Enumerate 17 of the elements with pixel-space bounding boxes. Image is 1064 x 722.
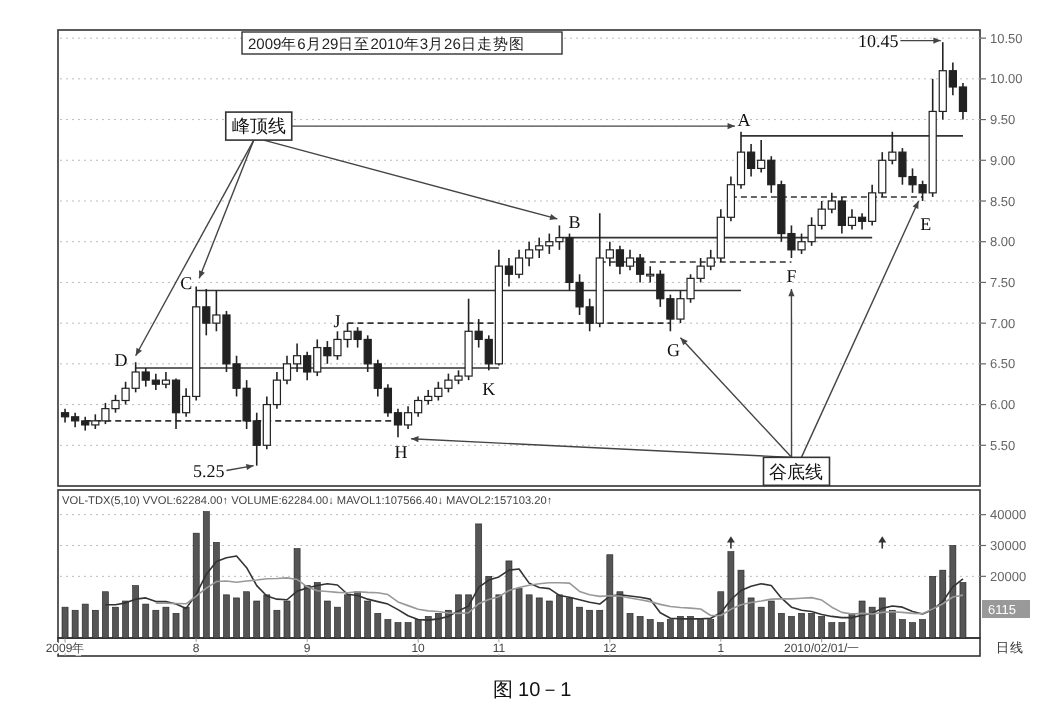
annotation: 10.45 xyxy=(857,30,900,51)
line-series xyxy=(104,555,964,621)
annotation: J xyxy=(333,311,342,331)
annotation: G xyxy=(666,339,681,360)
annotation: B xyxy=(568,211,581,232)
annotation: A xyxy=(737,109,752,130)
annotation: 峰顶线 xyxy=(231,116,286,137)
annotation: H xyxy=(394,442,409,463)
annotation: E xyxy=(920,214,933,235)
annotation: 5.25 xyxy=(192,460,226,481)
annotation: D xyxy=(114,350,129,371)
annotation: 谷底线 xyxy=(769,461,824,482)
annotation: C xyxy=(180,272,193,293)
caption: 图 10－1 xyxy=(492,680,573,702)
annotation: F xyxy=(786,266,797,287)
line-series xyxy=(155,577,964,617)
annotation: K xyxy=(482,378,497,399)
